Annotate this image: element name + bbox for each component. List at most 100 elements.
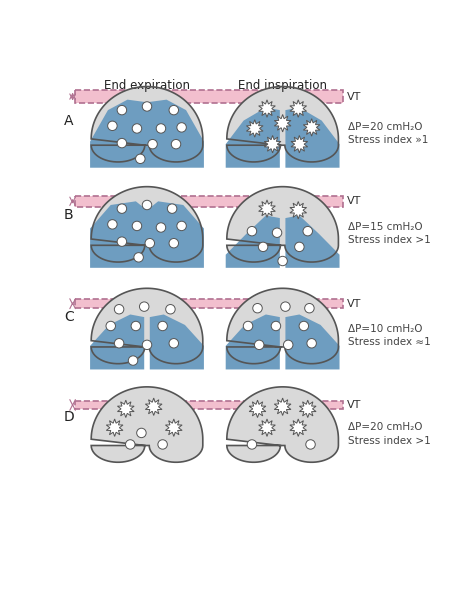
Circle shape: [117, 204, 127, 213]
Text: ΔP=10 cmH₂O
Stress index ≈1: ΔP=10 cmH₂O Stress index ≈1: [349, 324, 431, 347]
Polygon shape: [145, 398, 162, 416]
Circle shape: [117, 237, 127, 246]
Polygon shape: [246, 120, 263, 137]
Circle shape: [306, 440, 315, 449]
Circle shape: [132, 221, 142, 231]
Text: End expiration: End expiration: [104, 79, 190, 92]
Polygon shape: [290, 100, 307, 117]
Polygon shape: [227, 387, 338, 462]
Circle shape: [243, 321, 253, 331]
Polygon shape: [165, 419, 182, 436]
FancyBboxPatch shape: [75, 196, 343, 207]
Polygon shape: [91, 87, 203, 162]
Text: ΔP=20 cmH₂O
Stress index >1: ΔP=20 cmH₂O Stress index >1: [349, 422, 431, 445]
Text: End inspiration: End inspiration: [238, 79, 327, 92]
Text: D: D: [64, 410, 75, 424]
Text: A: A: [64, 113, 74, 127]
Circle shape: [169, 339, 179, 348]
Polygon shape: [300, 400, 316, 417]
Polygon shape: [259, 200, 275, 218]
Circle shape: [108, 219, 117, 229]
Polygon shape: [227, 187, 338, 262]
Text: VT: VT: [347, 196, 361, 206]
Circle shape: [114, 305, 124, 314]
Polygon shape: [259, 419, 275, 436]
Polygon shape: [225, 314, 280, 369]
Polygon shape: [303, 119, 320, 136]
Polygon shape: [290, 419, 307, 436]
Polygon shape: [90, 314, 144, 369]
Polygon shape: [285, 107, 339, 168]
Circle shape: [171, 139, 181, 149]
Text: ΔP=15 cmH₂O
Stress index >1: ΔP=15 cmH₂O Stress index >1: [349, 222, 431, 246]
Circle shape: [272, 228, 282, 237]
Polygon shape: [285, 215, 339, 268]
Polygon shape: [225, 215, 280, 268]
Circle shape: [131, 321, 141, 331]
Circle shape: [158, 321, 167, 331]
Circle shape: [108, 121, 117, 130]
Circle shape: [166, 305, 175, 314]
Polygon shape: [225, 107, 280, 168]
Polygon shape: [249, 400, 266, 417]
Circle shape: [258, 242, 268, 251]
Circle shape: [145, 238, 155, 248]
Polygon shape: [106, 419, 123, 436]
Text: C: C: [64, 310, 74, 324]
Circle shape: [307, 339, 316, 348]
Circle shape: [247, 440, 257, 449]
Circle shape: [132, 124, 142, 133]
Circle shape: [134, 253, 144, 262]
Text: ΔP=20 cmH₂O
Stress index »1: ΔP=20 cmH₂O Stress index »1: [349, 122, 429, 145]
Text: VT: VT: [347, 91, 361, 101]
Circle shape: [303, 227, 313, 236]
Circle shape: [169, 106, 179, 115]
Text: VT: VT: [347, 400, 361, 410]
Circle shape: [128, 356, 138, 365]
Circle shape: [125, 440, 135, 449]
Circle shape: [299, 321, 308, 331]
Circle shape: [117, 138, 127, 148]
FancyBboxPatch shape: [75, 90, 343, 104]
Polygon shape: [150, 314, 204, 369]
Circle shape: [142, 340, 152, 349]
Circle shape: [278, 256, 288, 266]
Circle shape: [158, 440, 167, 449]
Polygon shape: [290, 202, 307, 219]
Polygon shape: [227, 87, 338, 162]
Circle shape: [283, 340, 293, 349]
Circle shape: [156, 124, 166, 133]
Circle shape: [139, 302, 149, 311]
Text: B: B: [64, 208, 74, 222]
Text: VT: VT: [347, 299, 361, 309]
Circle shape: [117, 106, 127, 115]
Circle shape: [156, 223, 166, 232]
Circle shape: [271, 321, 281, 331]
Polygon shape: [147, 201, 204, 268]
Circle shape: [294, 242, 304, 251]
Polygon shape: [91, 288, 203, 364]
Polygon shape: [90, 201, 147, 268]
Polygon shape: [274, 398, 291, 416]
Polygon shape: [227, 288, 338, 364]
Circle shape: [305, 304, 314, 313]
Circle shape: [148, 139, 157, 149]
Circle shape: [281, 302, 290, 311]
Circle shape: [114, 339, 124, 348]
Circle shape: [106, 321, 115, 331]
Circle shape: [177, 221, 186, 231]
Polygon shape: [274, 114, 291, 132]
Circle shape: [169, 238, 179, 248]
Circle shape: [247, 227, 257, 236]
Polygon shape: [91, 387, 203, 462]
Polygon shape: [259, 100, 275, 117]
Polygon shape: [91, 187, 203, 262]
FancyBboxPatch shape: [75, 401, 343, 409]
Circle shape: [177, 123, 186, 132]
Circle shape: [136, 154, 145, 164]
Polygon shape: [285, 314, 339, 369]
Polygon shape: [291, 135, 308, 153]
FancyBboxPatch shape: [75, 299, 343, 308]
Circle shape: [137, 428, 146, 438]
Circle shape: [253, 304, 262, 313]
